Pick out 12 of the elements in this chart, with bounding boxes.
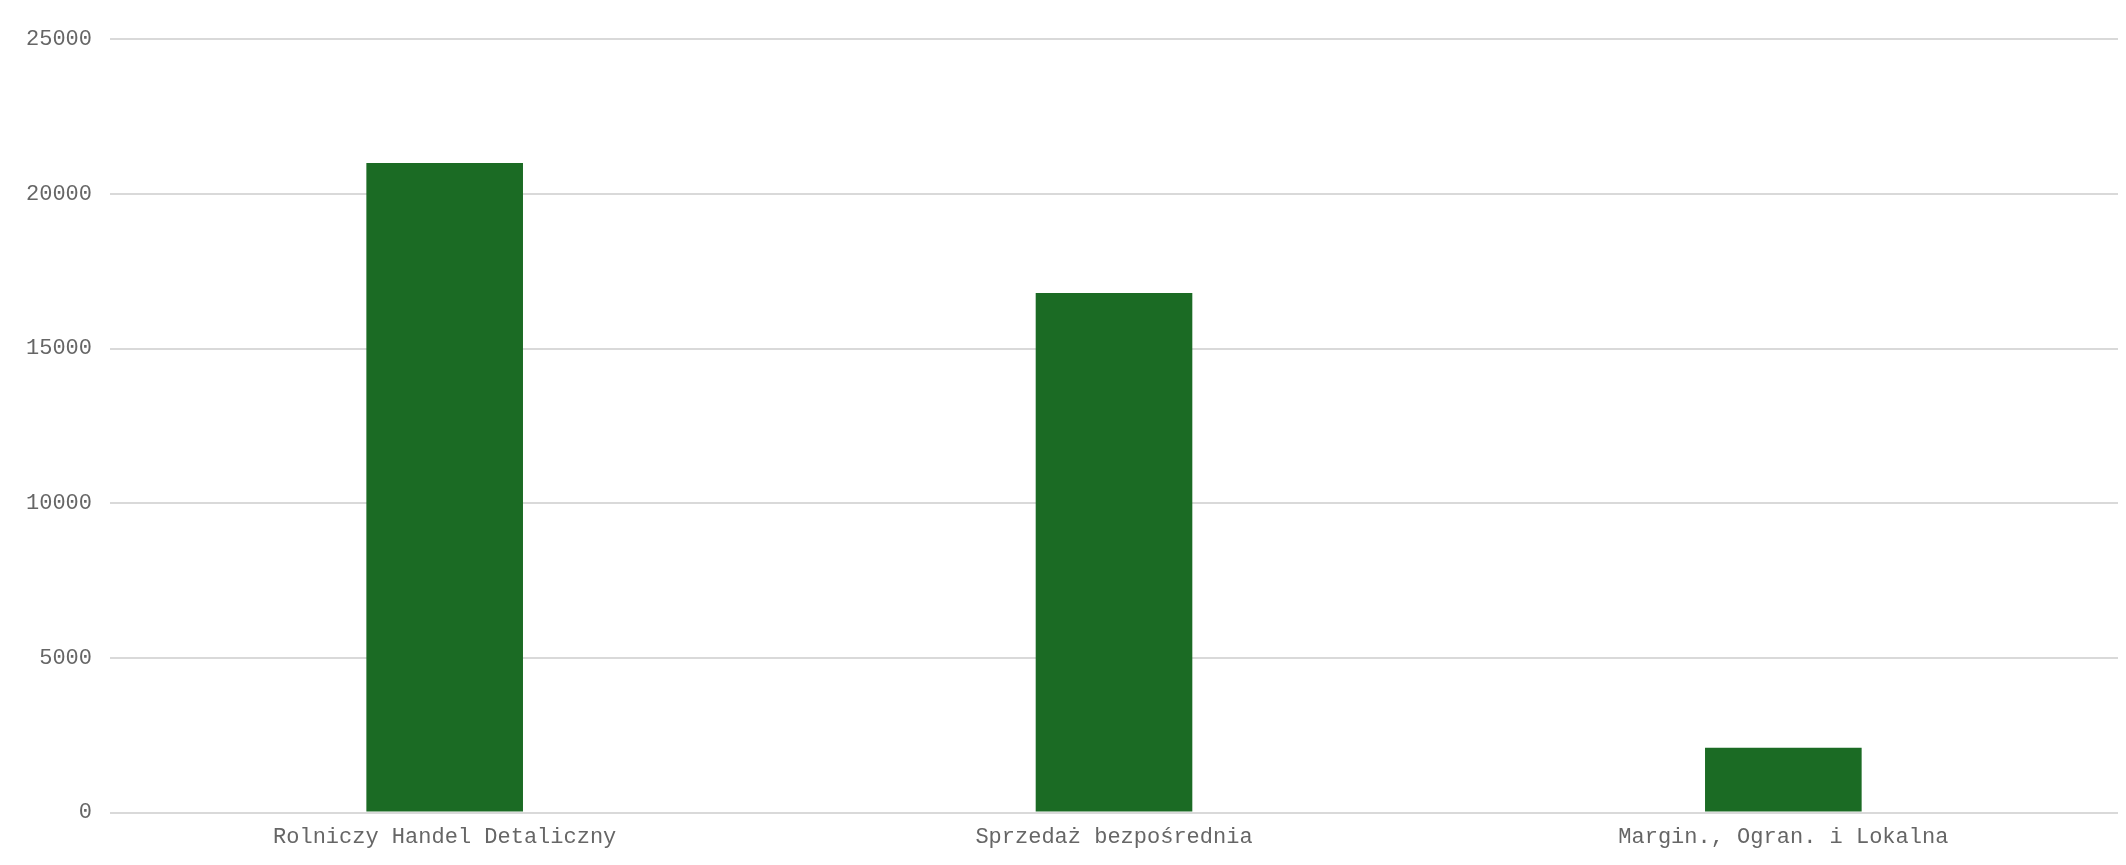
- x-tick-label: Sprzedaż bezpośrednia: [975, 824, 1253, 850]
- bar: [366, 162, 523, 812]
- y-tick-label: 15000: [26, 336, 93, 362]
- x-tick-label: Margin., Ogran. i Lokalna: [1618, 824, 1949, 850]
- bar: [1705, 747, 1862, 812]
- y-tick-label: 0: [78, 800, 93, 826]
- y-tick-label: 25000: [26, 27, 93, 53]
- bar: [1035, 292, 1193, 812]
- y-tick-label: 20000: [26, 181, 93, 207]
- x-tick-label: Rolniczy Handel Detaliczny: [273, 824, 617, 850]
- y-tick-label: 5000: [39, 645, 93, 671]
- y-tick-label: 10000: [26, 491, 93, 517]
